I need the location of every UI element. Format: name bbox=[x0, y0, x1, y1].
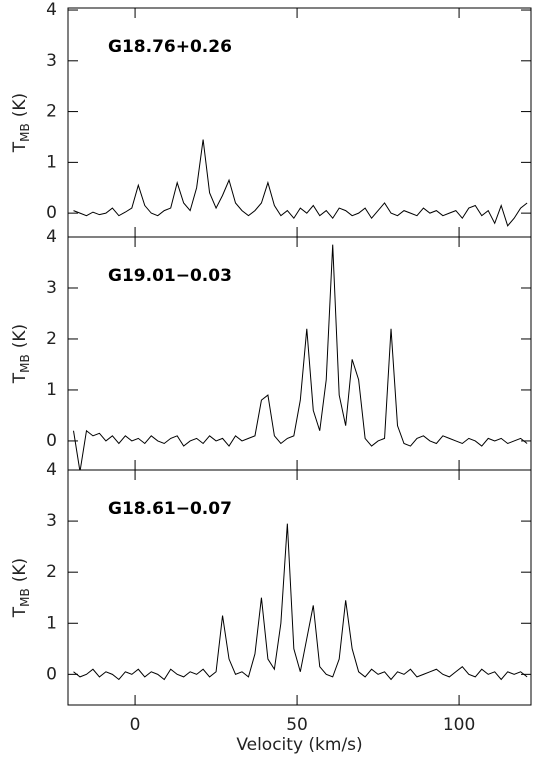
y-axis-label: TMB (K) bbox=[10, 93, 32, 153]
panel-title: G18.61−0.07 bbox=[108, 499, 232, 519]
y-tick-label: 3 bbox=[46, 278, 57, 298]
y-tick-label: 2 bbox=[46, 329, 57, 349]
y-tick-label: 0 bbox=[46, 664, 57, 684]
y-tick-label: 1 bbox=[46, 613, 57, 633]
y-tick-label: 1 bbox=[46, 152, 57, 172]
y-tick-label: 1 bbox=[46, 380, 57, 400]
y-tick-label: 2 bbox=[46, 562, 57, 582]
y-label-sub: MB bbox=[18, 123, 32, 142]
panel-title: G19.01−0.03 bbox=[108, 266, 232, 286]
y-label-sub: MB bbox=[18, 354, 32, 373]
y-label-main: T bbox=[10, 372, 30, 384]
y-tick-label: 0 bbox=[46, 203, 57, 223]
y-label-unit: (K) bbox=[10, 324, 30, 348]
y-tick-label: 0 bbox=[46, 431, 57, 451]
y-label-main: T bbox=[10, 606, 30, 618]
y-axis-label: TMB (K) bbox=[10, 324, 32, 384]
y-axis-label: TMB (K) bbox=[10, 558, 32, 618]
y-label-sub: MB bbox=[18, 588, 32, 607]
y-label-unit: (K) bbox=[10, 558, 30, 582]
x-tick-label: 50 bbox=[286, 715, 308, 735]
x-tick-label: 100 bbox=[443, 715, 475, 735]
y-tick-label: 4 bbox=[46, 227, 57, 247]
y-tick-label: 3 bbox=[46, 511, 57, 531]
y-label-main: T bbox=[10, 141, 30, 153]
spectrum-line bbox=[73, 523, 528, 681]
y-tick-label: 4 bbox=[46, 460, 57, 480]
y-tick-label: 2 bbox=[46, 102, 57, 122]
y-label-unit: (K) bbox=[10, 93, 30, 117]
y-tick-label: 4 bbox=[46, 0, 57, 20]
spectrum-line bbox=[73, 244, 528, 470]
spectrum-line bbox=[73, 139, 528, 227]
x-axis-label: Velocity (km/s) bbox=[236, 735, 362, 755]
x-tick-label: 0 bbox=[130, 715, 141, 735]
plot-frame bbox=[67, 469, 532, 706]
y-tick-label: 3 bbox=[46, 51, 57, 71]
panel-title: G18.76+0.26 bbox=[108, 37, 232, 57]
